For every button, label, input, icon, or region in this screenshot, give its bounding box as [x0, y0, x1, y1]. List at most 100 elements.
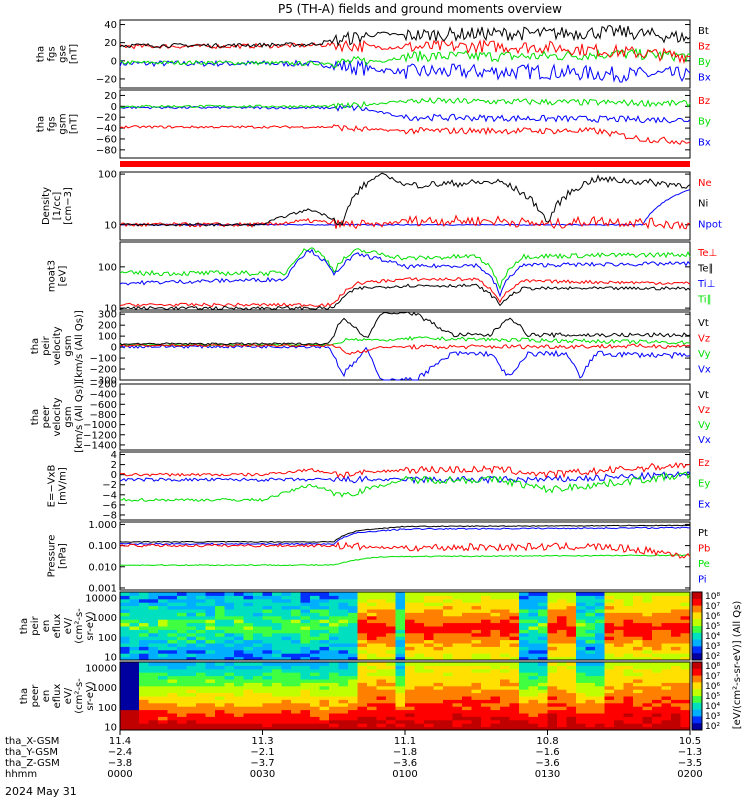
spec-cell: [234, 605, 244, 610]
x-axis-value: −3.8: [108, 758, 132, 769]
spec-cell: [386, 723, 396, 728]
spec-cell: [329, 726, 339, 731]
panel-label-line: (cm²-s-: [74, 608, 85, 644]
spec-cell: [481, 662, 491, 666]
spec-cell: [376, 622, 387, 627]
spec-cell: [500, 692, 510, 697]
spec-cell: [405, 602, 415, 607]
spec-cell: [557, 592, 567, 596]
spec-cell: [120, 612, 130, 617]
spec-cell: [509, 679, 520, 683]
spec-cell: [348, 646, 358, 651]
spec-cell: [234, 643, 244, 647]
spec-cell: [671, 672, 681, 677]
spec-cell: [490, 696, 501, 700]
spec-cell: [196, 702, 206, 707]
spec-cell: [481, 605, 491, 610]
spec-cell: [528, 602, 539, 607]
spec-cell: [329, 699, 339, 704]
spec-cell: [234, 646, 244, 651]
spec-cell: [547, 692, 558, 697]
spec-cell: [538, 643, 548, 647]
spec-cell: [167, 602, 178, 607]
spec-cell: [224, 622, 235, 627]
spec-cell: [405, 665, 415, 670]
spec-cell: [433, 622, 444, 627]
spec-cell: [566, 706, 577, 711]
spec-cell: [367, 612, 377, 617]
spec-cell: [367, 636, 377, 641]
spec-cell: [652, 619, 662, 624]
spec-cell: [528, 668, 539, 673]
spec-cell: [186, 598, 197, 603]
spec-cell: [272, 598, 282, 603]
spec-cell: [661, 685, 672, 690]
colorbar-swatch: [692, 702, 702, 711]
spec-cell: [585, 696, 596, 700]
spec-cell: [262, 702, 273, 707]
spec-cell: [490, 665, 501, 670]
spec-cell: [462, 665, 472, 670]
spec-cell: [623, 605, 634, 610]
spec-cell: [471, 662, 482, 666]
spec-cell: [614, 626, 624, 630]
spec-cell: [224, 668, 235, 673]
spec-cell: [139, 609, 149, 613]
spec-cell: [234, 679, 244, 683]
spec-cell: [424, 675, 434, 680]
spec-cell: [310, 672, 320, 677]
spec-cell: [566, 679, 577, 683]
spec-cell: [452, 699, 463, 704]
spec-cell: [595, 592, 605, 596]
spec-cell: [310, 716, 320, 721]
spec-cell: [547, 719, 558, 724]
spec-cell: [623, 679, 634, 683]
spec-cell: [243, 656, 254, 661]
spec-cell: [186, 636, 197, 641]
spec-cell: [376, 689, 387, 694]
spec-cell: [490, 598, 501, 603]
spec-cell: [338, 605, 349, 610]
spec-cell: [443, 595, 453, 600]
spec-cell: [481, 716, 491, 721]
spec-cell: [319, 598, 330, 603]
spec-cell: [291, 622, 301, 627]
spec-cell: [471, 595, 482, 600]
spec-cell: [367, 609, 377, 613]
spec-cell: [481, 598, 491, 603]
spec-cell: [139, 605, 149, 610]
spec-cell: [196, 626, 206, 630]
spec-cell: [186, 719, 197, 724]
spec-cell: [414, 622, 425, 627]
spec-cell: [177, 649, 187, 654]
spec-cell: [367, 649, 377, 654]
spec-cell: [462, 598, 472, 603]
spec-cell: [338, 696, 349, 700]
spec-cell: [661, 653, 672, 658]
spec-cell: [376, 692, 387, 697]
spec-cell: [338, 719, 349, 724]
spec-cell: [367, 709, 377, 714]
spec-cell: [167, 626, 178, 630]
spec-cell: [557, 639, 567, 644]
spec-cell: [158, 668, 168, 673]
spec-cell: [243, 643, 254, 647]
spec-cell: [642, 622, 653, 627]
spec-cell: [576, 719, 586, 724]
spec-cell: [224, 719, 235, 724]
spec-cell: [167, 646, 178, 651]
spec-cell: [614, 636, 624, 641]
spec-cell: [148, 636, 159, 641]
spec-cell: [319, 702, 330, 707]
spec-cell: [224, 692, 235, 697]
spec-cell: [376, 612, 387, 617]
x-axis-row-name: tha_Z-GSM: [5, 758, 60, 769]
spec-cell: [424, 706, 434, 711]
spec-cell: [642, 626, 653, 630]
spec-cell: [500, 699, 510, 704]
spec-cell: [300, 636, 311, 641]
spec-cell: [604, 605, 615, 610]
spec-cell: [661, 592, 672, 596]
spec-cell: [253, 602, 263, 607]
